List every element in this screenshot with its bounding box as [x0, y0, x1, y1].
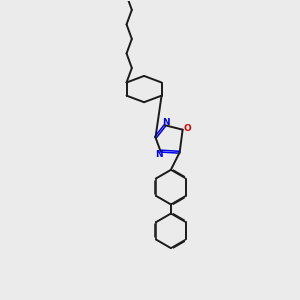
Text: O: O — [184, 124, 192, 133]
Text: N: N — [155, 150, 163, 159]
Text: N: N — [162, 118, 170, 127]
